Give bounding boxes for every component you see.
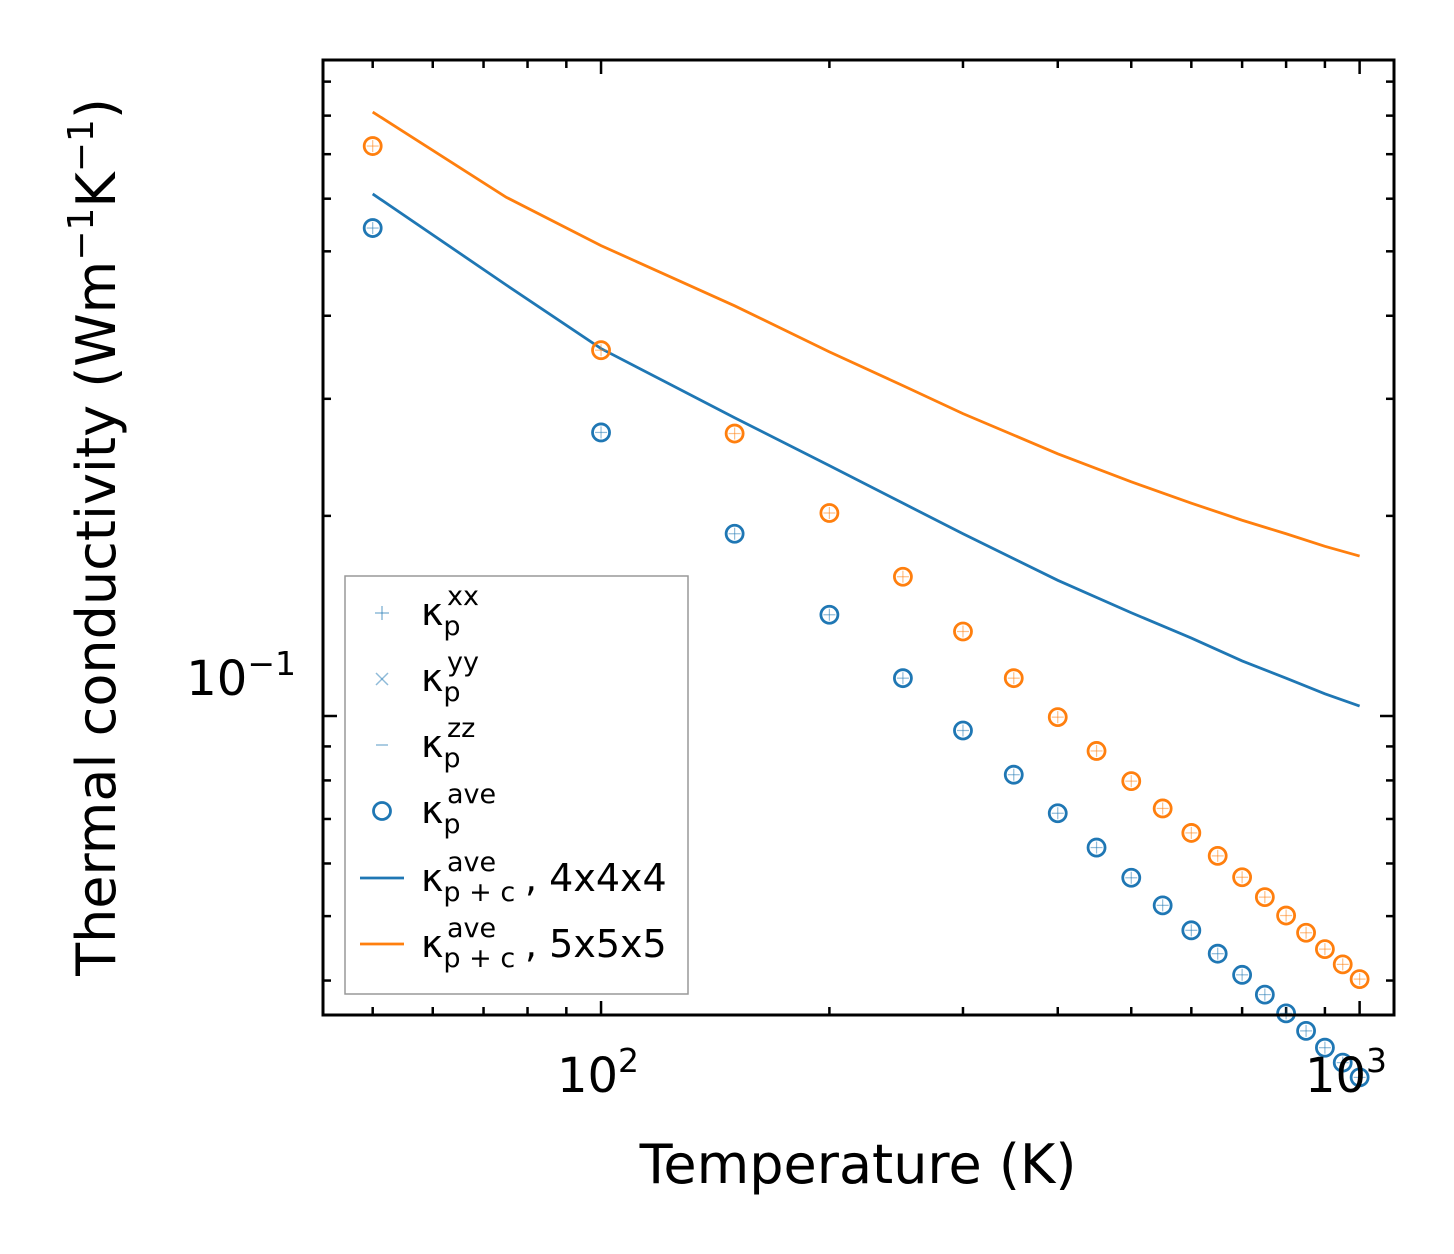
legend-label-kpc-4x4x4-suffix: , 4x4x4 <box>525 856 667 900</box>
legend-label-kpc-4x4x4: κp + cave , 4x4x4 <box>421 847 667 908</box>
x-tick-label-1000: 103 <box>1305 1041 1387 1104</box>
point-kp-ave-kp_ave_4x4x4 <box>893 668 913 689</box>
plot-area <box>323 60 1394 1088</box>
point-kp-ave-kp_ave_4x4x4 <box>724 523 745 544</box>
point-kp-ave-kp_ave_5x5x5 <box>1003 668 1024 689</box>
legend-label-kpc-4x4x4-sup: ave <box>447 847 496 878</box>
point-kp-ave-kp_ave_5x5x5 <box>1254 887 1275 908</box>
legend-label-kp-yy-base: κ <box>421 656 443 700</box>
legend-frame <box>344 575 689 995</box>
y-axis-label-mid: K <box>65 171 128 208</box>
point-kp-ave-kp_ave_4x4x4 <box>1232 964 1253 985</box>
legend-label-kp-yy-sup: yy <box>447 647 479 678</box>
point-kp-ave-kp_ave_5x5x5 <box>1232 867 1253 888</box>
legend-label-kp-xx-sup: xx <box>447 581 479 612</box>
point-kp-ave-kp_ave_5x5x5 <box>1296 922 1316 943</box>
legend-x-marker-b <box>375 672 389 686</box>
legend-label-kp-xx-base: κ <box>421 590 443 634</box>
point-kp-ave-kp_ave_5x5x5 <box>591 340 611 361</box>
legend-label-kp-zz-sup: zz <box>447 713 475 744</box>
point-kp-ave-kp_ave_5x5x5 <box>819 503 840 523</box>
point-kp-ave-kp_ave_4x4x4 <box>1349 1067 1370 1088</box>
point-kp-ave-kp_ave_4x4x4 <box>591 422 611 443</box>
point-kp-ave-kp_ave_4x4x4 <box>1003 764 1024 785</box>
y-axis-label-exp1: −1 <box>61 208 102 261</box>
point-kp-ave-kp_ave_4x4x4 <box>1207 943 1228 964</box>
y-axis-label-exp2: −1 <box>61 119 102 172</box>
point-kp-ave-kp_ave_5x5x5 <box>1181 823 1202 843</box>
legend-label-kp-ave-base: κ <box>421 788 443 832</box>
point-kp-ave-kp_ave_5x5x5 <box>1349 969 1370 990</box>
point-kp-ave-kp_ave_5x5x5 <box>1086 741 1107 761</box>
legend-label-kpc-5x5x5: κp + cave , 5x5x5 <box>421 913 667 974</box>
legend-label-kp-xx: κpxx <box>421 581 479 642</box>
point-kp-ave-kp_ave_4x4x4 <box>1181 920 1202 941</box>
series-kp_ave_4x4x4 <box>362 218 1370 1088</box>
point-kp-ave-kp_ave_4x4x4 <box>1121 867 1142 888</box>
point-kp-ave-kp_ave_5x5x5 <box>362 136 383 156</box>
point-kp-ave-kp_ave_4x4x4 <box>1152 895 1173 916</box>
legend-circle-marker <box>372 801 392 821</box>
point-kp-ave-kp_ave_4x4x4 <box>819 604 840 625</box>
plot-frame <box>321 58 1396 1017</box>
x-tick-label-1000-base: 10 <box>1305 1048 1366 1104</box>
point-kp-ave-kp_ave_5x5x5 <box>1207 845 1228 866</box>
legend-label-kp-ave-sup: ave <box>447 779 496 810</box>
x-tick-label-100: 102 <box>557 1041 639 1104</box>
y-tick-label-0.1-exp: −1 <box>247 644 296 683</box>
point-kp-ave-kp_ave_5x5x5 <box>1276 905 1297 926</box>
x-axis-label: Temperature (K) <box>639 1133 1077 1196</box>
point-kp-ave-kp_ave_4x4x4 <box>1332 1052 1353 1073</box>
legend-label-kp-zz-base: κ <box>421 722 443 766</box>
point-kp-ave-kp_ave_5x5x5 <box>724 423 745 444</box>
legend-label-kp-yy: κpyy <box>421 647 479 708</box>
x-tick-label-100-exp: 2 <box>618 1041 639 1080</box>
legend-label-kpc-5x5x5-suffix: , 5x5x5 <box>525 922 667 966</box>
legend-label-kpc-4x4x4-base: κ <box>421 856 443 900</box>
legend-label-kpc-5x5x5-sup: ave <box>447 913 496 944</box>
point-kp-ave-kp_ave_4x4x4 <box>1254 984 1275 1005</box>
point-kp-ave-kp_ave_5x5x5 <box>1152 798 1173 819</box>
legend-label-kp-ave: κpave <box>421 779 496 840</box>
point-kp-ave-kp_ave_4x4x4 <box>1047 803 1068 824</box>
legend-label-kpc-5x5x5-base: κ <box>421 922 443 966</box>
series-line-kpc_ave_5x5x5 <box>371 110 1361 558</box>
x-tick-label-1000-exp: 3 <box>1366 1041 1387 1080</box>
legend-label-kp-xx-sub: p <box>443 611 460 642</box>
y-axis-label: Thermal conductivity (Wm−1K−1) <box>61 98 128 977</box>
legend-label-kp-zz: κpzz <box>421 713 475 774</box>
point-kp-ave-kp_ave_5x5x5 <box>893 566 913 587</box>
point-kp-ave-kp_ave_4x4x4 <box>1276 1003 1297 1024</box>
point-kp-ave-kp_ave_5x5x5 <box>1315 939 1335 960</box>
legend-label-kp-yy-sub: p <box>443 677 460 708</box>
legend-label-kpc-4x4x4-sub: p + c <box>443 877 515 908</box>
legend-markers <box>360 606 404 946</box>
point-kp-ave-kp_ave_4x4x4 <box>1315 1037 1335 1058</box>
point-kp-ave-kp_ave_4x4x4 <box>1086 837 1107 858</box>
point-kp-ave-kp_ave_5x5x5 <box>1121 771 1142 792</box>
point-kp-ave-kp_ave_4x4x4 <box>362 218 383 238</box>
point-kp-ave-kp_ave_4x4x4 <box>1296 1020 1316 1041</box>
point-kp-ave-kp_ave_5x5x5 <box>1047 707 1068 728</box>
point-kp-ave-kp_ave_5x5x5 <box>953 621 973 642</box>
x-tick-label-100-base: 10 <box>557 1048 618 1104</box>
point-kp-ave-kp_ave_4x4x4 <box>953 720 973 741</box>
series-line-kpc_ave_4x4x4 <box>371 192 1361 708</box>
legend-label-kp-ave-sub: p <box>443 809 460 840</box>
y-tick-label-0.1-base: 10 <box>186 651 247 707</box>
legend: κpxx κpyy κpzz κpave κp + cave, 4x4x4 κp… <box>344 575 689 995</box>
y-axis-label-end: ) <box>65 98 128 119</box>
series-kp_ave_5x5x5 <box>362 136 1370 990</box>
legend-label-kpc-5x5x5-sub: p + c <box>443 943 515 974</box>
legend-label-kp-zz-sub: p <box>443 743 460 774</box>
y-axis-label-main: Thermal conductivity (Wm <box>65 261 128 977</box>
point-kp-ave-kp_ave_5x5x5 <box>1332 954 1353 975</box>
y-tick-label-0.1: 10−1 <box>186 644 296 707</box>
